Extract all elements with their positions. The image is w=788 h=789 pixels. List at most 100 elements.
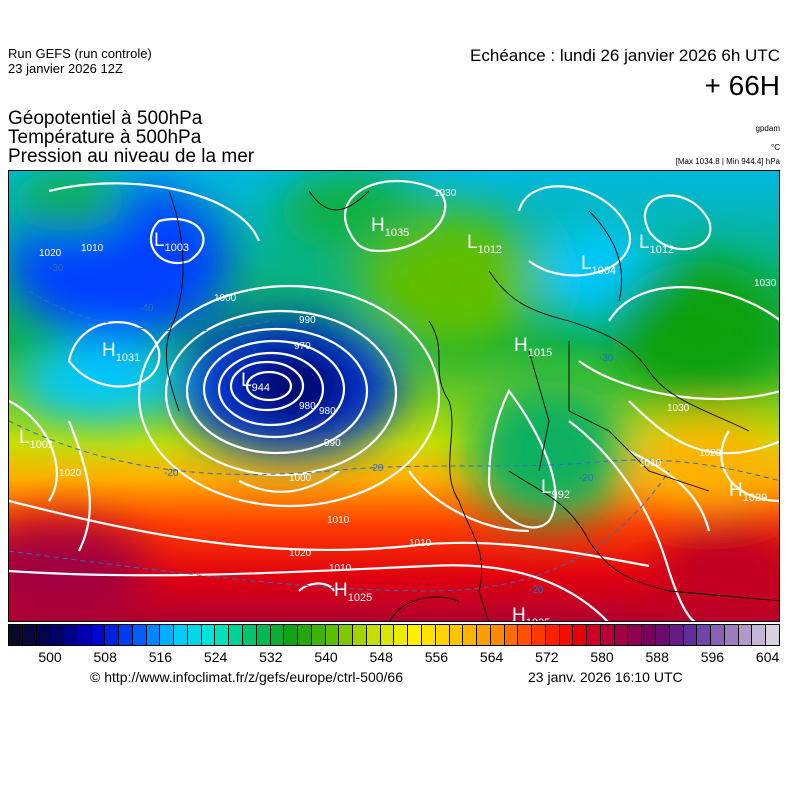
isotherm-label: -20 <box>369 463 384 474</box>
pressure-center-low: L1003 <box>154 230 189 254</box>
colorbar-swatch <box>669 625 684 645</box>
pressure-center-low: L1012 <box>467 232 502 256</box>
pressure-center-low: L1004 <box>581 253 616 277</box>
colorbar-tick: 516 <box>148 649 173 665</box>
colorbar-swatch <box>366 625 381 645</box>
field-pressure: Pression au niveau de la mer <box>8 146 255 167</box>
pressure-centers: L1003 H1035 L1012 L1012 L1004 H1031 L944 L1001 H… <box>19 215 767 622</box>
colorbar-swatch <box>490 625 505 645</box>
pressure-center-low: L944 <box>241 370 270 394</box>
unit-geopotential: gpdam <box>755 124 780 133</box>
isobar-label: 1010 <box>327 515 350 526</box>
colorbar-swatch <box>119 625 133 645</box>
isotherm-label: -20 <box>579 473 594 484</box>
colorbar-swatch <box>655 625 670 645</box>
colorbar-swatch <box>421 625 436 645</box>
colorbar-tick: 596 <box>700 649 725 665</box>
colorbar-swatch <box>614 625 629 645</box>
field-geopotential: Géopotentiel à 500hPa <box>8 108 203 129</box>
colorbar-swatch <box>77 625 92 645</box>
colorbar-swatch <box>243 625 257 645</box>
colorbar-swatch <box>408 625 422 645</box>
colorbar-tick: 548 <box>369 649 393 665</box>
credit-link[interactable]: © http://www.infoclimat.fr/z/gefs/europe… <box>90 669 404 685</box>
colorbar-swatch <box>697 625 712 645</box>
colorbar-swatch <box>50 625 65 645</box>
colorbar-swatch <box>711 625 725 645</box>
isobar-label: 1000 <box>289 473 312 484</box>
isotherms <box>9 290 779 592</box>
isobar-label: 1030 <box>434 188 457 199</box>
isobar-label: 1030 <box>754 278 777 289</box>
unit-pressure: [Max 1034.8 | Min 944.4] hPa <box>675 157 780 166</box>
colorbar-swatch <box>683 625 698 645</box>
pressure-center-low: L1012 <box>639 232 674 256</box>
isobar-label: 1010 <box>639 458 662 469</box>
isobar-label: 1010 <box>329 563 352 574</box>
coastlines <box>165 190 779 621</box>
colorbar-swatch <box>325 625 340 645</box>
unit-temperature: °C <box>771 143 780 152</box>
isobar-label: 990 <box>299 315 316 326</box>
colorbar-swatch <box>587 625 601 645</box>
colorbar-tick: 572 <box>535 649 559 665</box>
colorbar-tick: 532 <box>259 649 283 665</box>
isobar-label: 1020 <box>289 548 312 559</box>
weather-map: L1003 H1035 L1012 L1012 L1004 H1031 L944 L1001 H… <box>8 170 780 622</box>
pressure-center-high: H1025 <box>334 580 372 604</box>
colorbar <box>8 624 780 646</box>
colorbar-swatch <box>449 625 464 645</box>
colorbar-tick: 500 <box>38 649 62 665</box>
colorbar-swatch <box>132 625 147 645</box>
isotherm-label: -30 <box>599 353 614 364</box>
isobar-label: 1020 <box>699 448 722 459</box>
colorbar-swatch <box>284 625 299 645</box>
pressure-center-high: H1015 <box>514 335 552 359</box>
isobar-label: 970 <box>294 341 311 352</box>
colorbar-tick: 604 <box>755 649 780 665</box>
colorbar-swatch <box>504 625 519 645</box>
colorbar-tick: 524 <box>203 649 228 665</box>
colorbar-tick: 540 <box>314 649 338 665</box>
colorbar-tick: 508 <box>93 649 117 665</box>
colorbar-swatch <box>146 625 161 645</box>
isobar-label: 1030 <box>667 403 690 414</box>
colorbar-swatch <box>532 625 546 645</box>
isotherm-label: -30 <box>49 263 64 274</box>
colorbar-swatch <box>160 625 175 645</box>
colorbar-swatch <box>187 625 202 645</box>
colorbar-swatch <box>215 625 230 645</box>
isobar-label: 1000 <box>214 293 237 304</box>
pressure-center-low: L992 <box>541 477 570 501</box>
colorbar-swatch <box>435 625 450 645</box>
colorbar-swatch <box>628 625 643 645</box>
pressure-center-high: H1031 <box>102 340 140 364</box>
valid-time: Echéance : lundi 26 janvier 2026 6h UTC <box>470 46 780 65</box>
colorbar-swatch <box>766 625 779 645</box>
isobars <box>9 180 779 621</box>
isotherm-label: -40 <box>139 303 154 314</box>
pressure-center-low: L1001 <box>19 427 54 451</box>
isobar-label: 1010 <box>81 243 104 254</box>
run-info: Run GEFS (run controle) 23 janvier 2026 … <box>8 46 152 76</box>
isotherm-label: -20 <box>164 468 179 479</box>
colorbar-swatch <box>201 625 216 645</box>
colorbar-swatch <box>105 625 120 645</box>
colorbar-swatch <box>22 625 37 645</box>
isobar-label: 980 <box>319 406 336 417</box>
colorbar-swatch <box>311 625 326 645</box>
run-name: Run GEFS (run controle) <box>8 46 152 61</box>
colorbar-swatch <box>380 625 395 645</box>
colorbar-tick: 556 <box>424 649 449 665</box>
colorbar-swatch <box>463 625 478 645</box>
colorbar-swatch <box>174 625 188 645</box>
pressure-center-high: H1025 <box>512 605 550 622</box>
colorbar-swatch <box>270 625 285 645</box>
colorbar-swatch <box>600 625 615 645</box>
colorbar-swatch <box>298 625 312 645</box>
colorbar-swatch <box>9 625 23 645</box>
colorbar-swatch <box>64 625 78 645</box>
isobar-label: 990 <box>324 438 341 449</box>
isobar-labels: 1010 1020 1030 1000 990 980 970 1000 990 980 1010 1… <box>39 188 777 596</box>
colorbar-swatch <box>724 625 739 645</box>
